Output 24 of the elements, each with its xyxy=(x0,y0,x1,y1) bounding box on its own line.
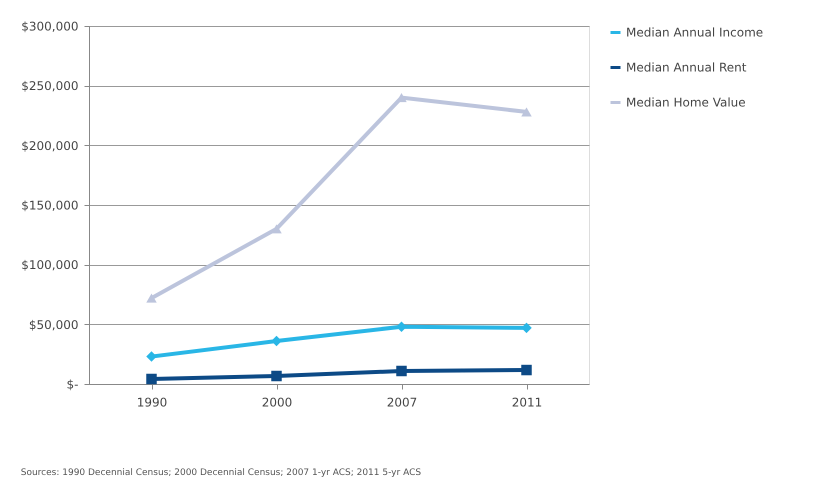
x-tick-label: 1990 xyxy=(136,396,168,410)
y-tick-label: $250,000 xyxy=(21,79,78,94)
source-note: Sources: 1990 Decennial Census; 2000 Decennial Census; 2007 1-yr ACS; 2011 5-yr ACS xyxy=(20,468,422,478)
point xyxy=(521,364,532,376)
point xyxy=(271,224,282,234)
point xyxy=(146,351,157,362)
y-tick-label: $100,000 xyxy=(21,258,78,272)
y-tick-label: $200,000 xyxy=(21,138,78,153)
legend-label: Median Annual Income xyxy=(626,26,764,40)
point xyxy=(146,374,157,384)
point xyxy=(271,370,282,382)
x-tick-label: 2000 xyxy=(262,396,292,410)
y-tick-label: $- xyxy=(66,378,78,392)
point xyxy=(271,336,282,346)
legend-label: Median Home Value xyxy=(626,96,746,110)
point xyxy=(396,366,407,376)
y-tick-label: $300,000 xyxy=(21,20,78,34)
legend-label: Median Annual Rent xyxy=(626,60,747,74)
y-tick-label: $150,000 xyxy=(21,198,78,212)
y-tick-label: $50,000 xyxy=(28,318,78,332)
point xyxy=(146,294,157,303)
x-tick-label: 2011 xyxy=(512,396,542,410)
x-tick-label: 2007 xyxy=(386,396,418,410)
point xyxy=(521,107,532,116)
